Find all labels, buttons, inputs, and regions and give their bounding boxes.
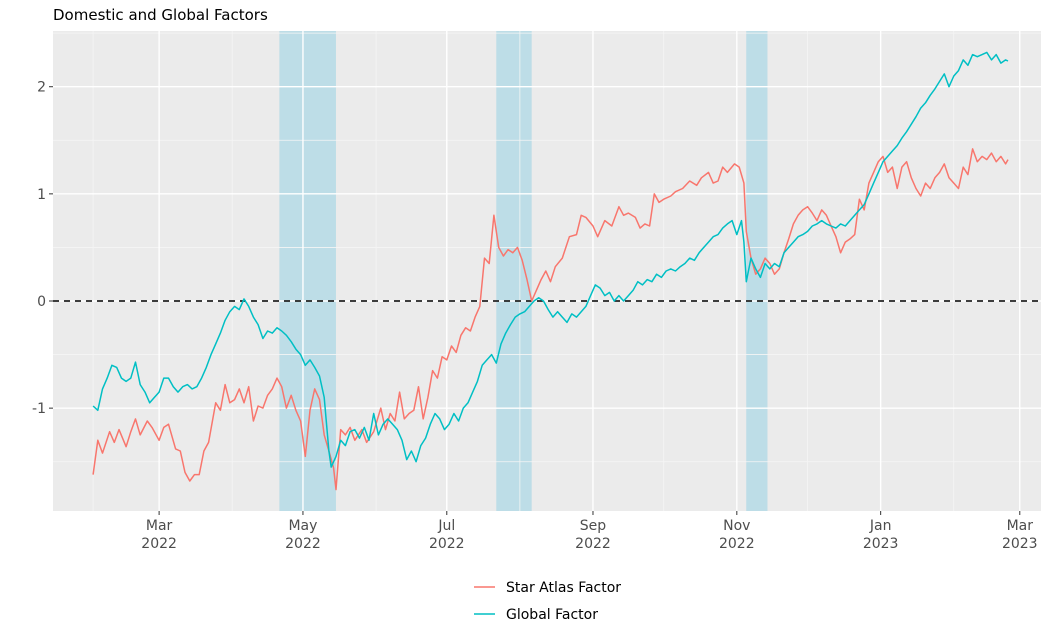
x-tick-label-year: 2023 — [1002, 536, 1038, 552]
x-tick-label-month: Mar — [1007, 518, 1034, 534]
x-axis: Mar 2022 May 2022 Jul 2022 Sep 2022 Nov 2022 Jan 20… — [141, 511, 1038, 552]
legend-label-1: Star Atlas Factor — [506, 580, 621, 596]
x-tick-label-month: Mar — [146, 518, 173, 534]
x-tick-label-month: Nov — [723, 518, 750, 534]
x-tick-label-year: 2022 — [141, 536, 177, 552]
y-tick-label: -1 — [32, 401, 46, 417]
x-tick-label-year: 2022 — [719, 536, 755, 552]
plot-panel — [53, 31, 1041, 511]
minor-gridlines — [53, 31, 1041, 511]
x-tick-label-month: Sep — [580, 518, 607, 534]
chart-title: Domestic and Global Factors — [53, 6, 268, 24]
x-tick-label-month: Jan — [869, 518, 892, 534]
y-tick-label: 2 — [37, 80, 46, 96]
y-tick-label: 0 — [37, 294, 46, 310]
x-tick-label-year: 2022 — [285, 536, 321, 552]
series-line-2 — [92, 51, 1009, 468]
y-tick-label: 1 — [37, 187, 46, 203]
x-tick-label-month: Jul — [437, 518, 455, 534]
major-gridlines — [53, 31, 1041, 511]
x-tick-label-year: 2022 — [429, 536, 465, 552]
shaded-period-2 — [496, 31, 532, 511]
x-tick-label-month: May — [288, 518, 317, 534]
series-lines — [92, 51, 1009, 491]
y-axis: -1 0 1 2 — [32, 80, 53, 417]
x-tick-label-year: 2023 — [863, 536, 899, 552]
legend-label-2: Global Factor — [506, 607, 598, 623]
x-tick-label-year: 2022 — [575, 536, 611, 552]
legend: Star Atlas Factor Global Factor — [474, 580, 621, 623]
